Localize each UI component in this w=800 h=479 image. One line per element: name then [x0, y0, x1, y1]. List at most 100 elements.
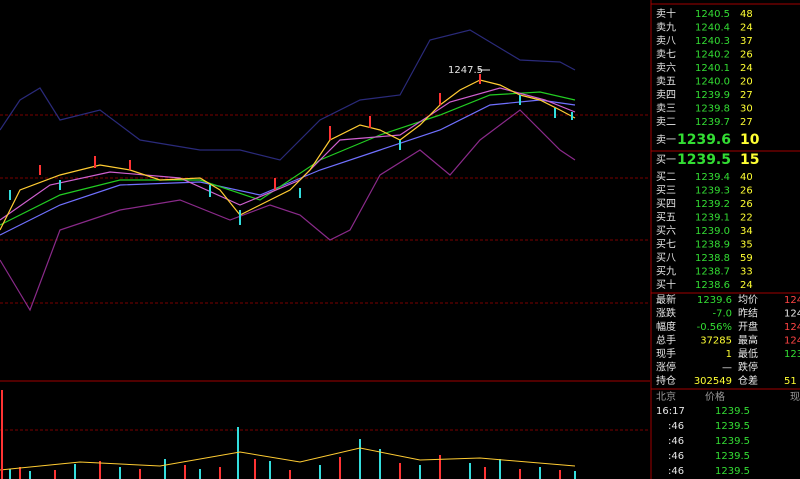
level-label: 卖十: [656, 7, 676, 20]
tick-header: 价格: [705, 390, 725, 403]
chart-grid: [0, 114, 650, 431]
level-label: 卖九: [656, 22, 676, 34]
level-volume: 48: [740, 9, 753, 20]
level-price: 1239.9: [695, 90, 730, 101]
stat-value: 37285: [700, 336, 732, 347]
level-label: 买七: [656, 239, 676, 251]
stat-label: 幅度: [656, 320, 676, 333]
volume-bars: [9, 427, 576, 479]
volume-ma: [0, 447, 576, 471]
level-volume: 24: [740, 280, 753, 291]
level-price: 1238.8: [695, 253, 730, 264]
tick-price: 1239.5: [715, 436, 750, 447]
level-price: 1239.5: [677, 152, 731, 168]
level-price: 1239.0: [695, 226, 730, 237]
stat-label: 昨结: [738, 307, 758, 320]
stat-label: 总手: [656, 334, 676, 347]
level-price: 1239.3: [695, 186, 730, 197]
price-chart: [0, 29, 576, 312]
level-price: 1238.7: [695, 267, 730, 278]
level-volume: 33: [740, 267, 753, 278]
high-label: 1247.5: [448, 65, 483, 76]
level-volume: 24: [740, 23, 753, 34]
level-label: 买九: [656, 266, 676, 278]
level-label: 卖三: [656, 103, 676, 115]
upper-band: [0, 29, 576, 161]
stat-label: 开盘: [738, 320, 758, 333]
level-label: 卖八: [656, 35, 676, 47]
tick-price: 1239.5: [715, 466, 750, 477]
level-volume: 10: [740, 132, 760, 148]
level-label: 买五: [656, 212, 676, 224]
level-label: 卖二: [656, 116, 676, 128]
level-volume: 37: [740, 36, 753, 47]
tick-price: 1239.5: [715, 406, 750, 417]
ma-short: [0, 87, 576, 221]
level-volume: 59: [740, 253, 753, 264]
level-label: 卖一: [656, 134, 676, 146]
level-price: 1240.1: [695, 63, 730, 74]
level-price: 1240.2: [695, 50, 730, 61]
stat-value: -7.0: [712, 309, 732, 320]
candles-up: [39, 74, 481, 190]
level-price: 1239.4: [695, 172, 730, 183]
stat-value: —: [722, 363, 732, 374]
volume-chart: [0, 390, 576, 479]
level-label: 买十: [656, 278, 676, 291]
level-price: 1238.6: [695, 280, 730, 291]
level-volume: 35: [740, 240, 753, 251]
stat-value: 302549: [694, 376, 732, 387]
level-label: 买六: [656, 225, 676, 237]
level-label: 卖五: [656, 76, 676, 88]
level-price: 1239.6: [677, 132, 731, 148]
level-volume: 22: [740, 213, 753, 224]
level-price: 1240.4: [695, 23, 730, 34]
level-volume: 26: [740, 199, 753, 210]
level-price: 1239.7: [695, 117, 730, 128]
volume-bars-up: [19, 455, 561, 479]
level-price: 1239.1: [695, 213, 730, 224]
tick-time: :46: [668, 421, 684, 432]
stat-value: 123: [784, 349, 800, 360]
level-price: 1240.3: [695, 36, 730, 47]
tick-time: 16:17: [656, 406, 685, 417]
stat-label: 涨停: [656, 361, 676, 374]
level-label: 卖六: [656, 62, 676, 74]
stat-label: 均价: [738, 294, 758, 306]
level-volume: 34: [740, 226, 753, 237]
stat-label: 涨跌: [656, 307, 676, 320]
level-label: 卖七: [656, 49, 676, 61]
tick-time: :46: [668, 451, 684, 462]
stat-value: 124: [784, 322, 800, 333]
level-label: 买二: [656, 171, 676, 183]
tick-time: :46: [668, 466, 684, 477]
tick-header: 现: [790, 391, 800, 403]
level-volume: 20: [740, 77, 753, 88]
level-label: 卖四: [656, 89, 676, 101]
tick-time: :46: [668, 436, 684, 447]
level-volume: 26: [740, 50, 753, 61]
candles-down: [9, 95, 573, 225]
order-panel: 卖十 1240.5 48 卖九 1240.4 24 卖八 1240.3 37 卖七 1240.2 26…: [656, 7, 800, 477]
stat-value: 124: [784, 295, 800, 306]
stat-value: -0.56%: [697, 322, 732, 333]
level-volume: 26: [740, 186, 753, 197]
level-price: 1240.0: [695, 77, 730, 88]
level-price: 1238.9: [695, 240, 730, 251]
stat-label: 仓差: [738, 374, 758, 387]
level-label: 买三: [656, 185, 676, 197]
level-volume: 27: [740, 90, 753, 101]
annotation: 1247.5: [448, 65, 490, 76]
level-volume: 27: [740, 117, 753, 128]
level-label: 买八: [656, 252, 676, 264]
tick-header: 北京: [656, 390, 676, 403]
stat-value: 51: [784, 376, 797, 387]
stat-value: 1239.6: [697, 295, 732, 306]
stat-label: 现手: [656, 347, 676, 360]
level-price: 1239.8: [695, 104, 730, 115]
tick-price: 1239.5: [715, 451, 750, 462]
stat-label: 最高: [738, 334, 758, 347]
panel-frame: [650, 0, 800, 479]
stat-label: 持仓: [656, 374, 676, 387]
